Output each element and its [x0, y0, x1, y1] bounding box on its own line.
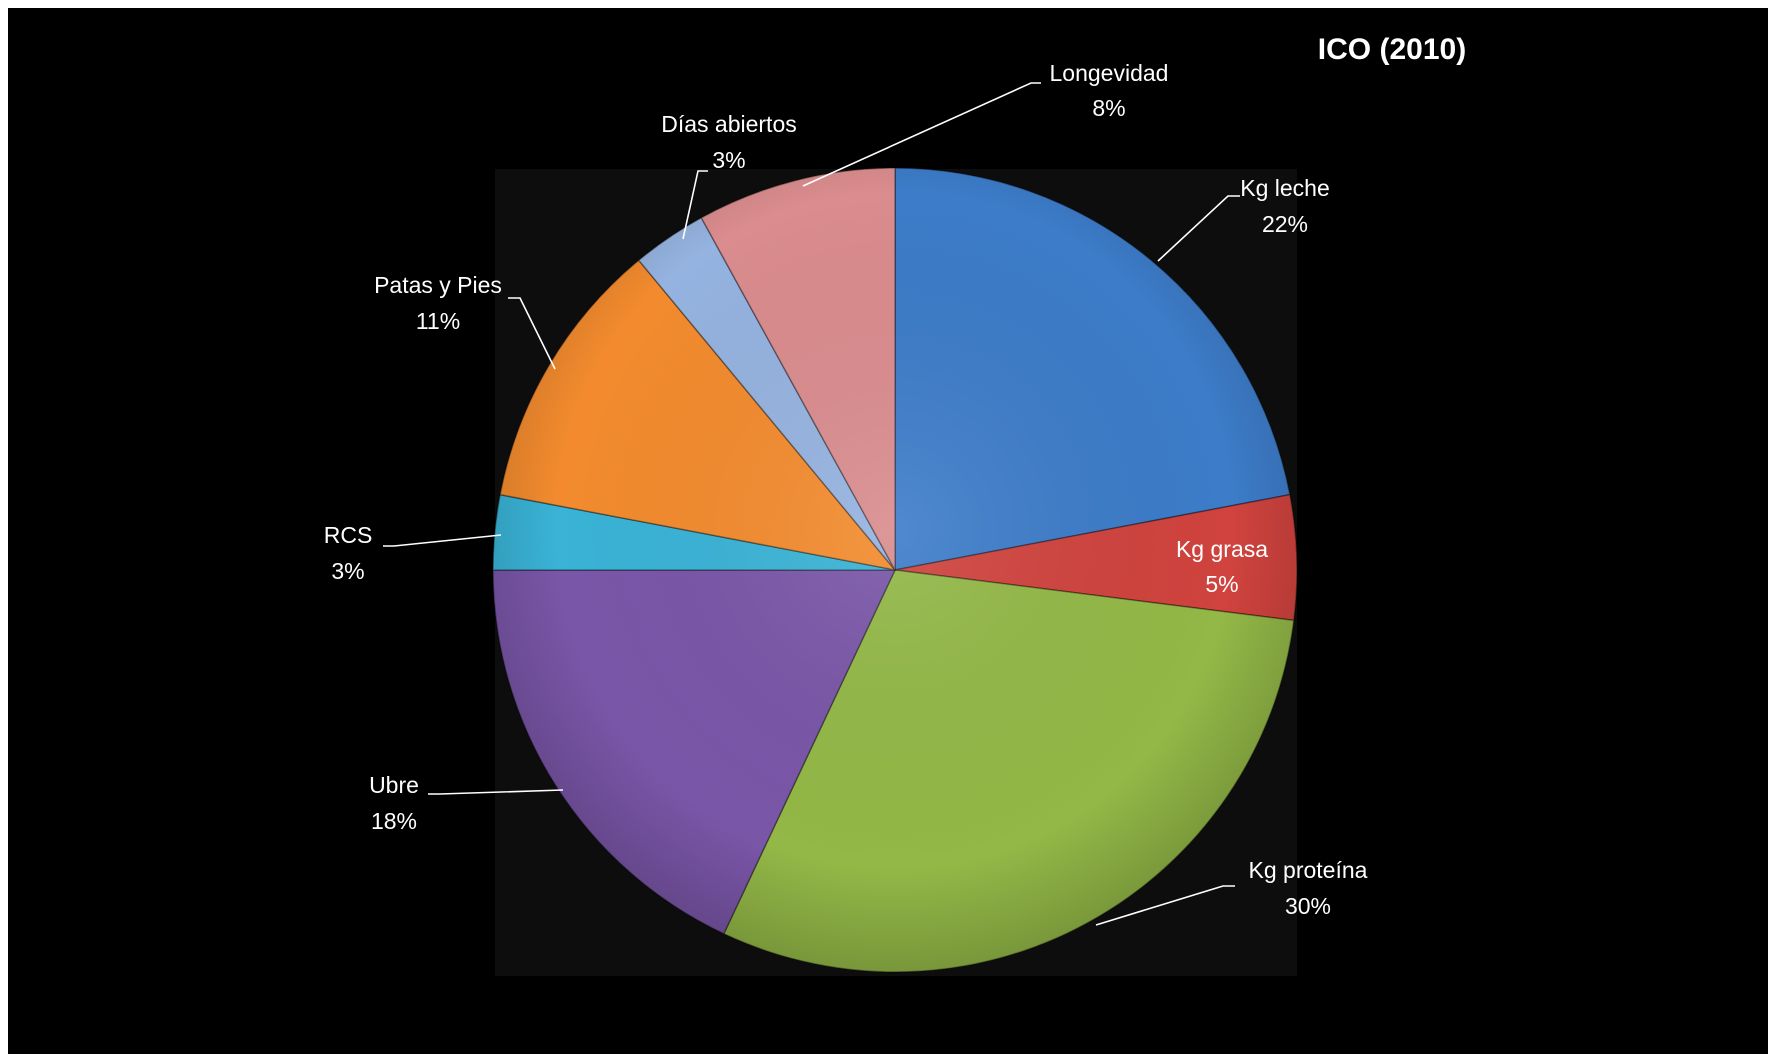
leader-line-2: [1095, 885, 1235, 926]
slice-label: RCS: [324, 522, 373, 548]
slice-value-label: 30%: [1285, 893, 1331, 919]
chart-title: ICO (2010): [1318, 33, 1466, 66]
slice-label: Ubre: [369, 772, 419, 798]
slice-value-label: 3%: [331, 558, 364, 584]
leader-line-6: [682, 170, 708, 240]
slice-label: Días abiertos: [661, 111, 797, 137]
leader-line-0: [1157, 195, 1240, 262]
slice-value-label: 11%: [416, 308, 460, 334]
leader-line-3: [428, 789, 564, 795]
pie-slices: [492, 167, 1298, 973]
slice-label: Kg leche: [1240, 175, 1330, 201]
pie-chart: Kg leche 22% Kg grasa 5% Kg proteína 30% Ubre 1…: [324, 33, 1466, 976]
slice-label: Longevidad: [1050, 60, 1169, 86]
slice-value-label: 22%: [1262, 211, 1308, 237]
slice-label: Patas y Pies: [374, 272, 502, 298]
leader-line-5: [508, 297, 556, 370]
label-leaders: [383, 82, 1240, 926]
slice-value-label: 8%: [1092, 95, 1125, 121]
slice-labels: Kg leche 22% Kg grasa 5% Kg proteína 30% Ubre 1…: [324, 60, 1368, 919]
chart-frame: Kg leche 22% Kg grasa 5% Kg proteína 30% Ubre 1…: [8, 8, 1768, 1054]
slice-label: Kg grasa: [1176, 536, 1268, 562]
leader-line-4: [383, 534, 502, 547]
slice-value-label: 18%: [371, 808, 417, 834]
slice-value-label: 3%: [712, 147, 745, 173]
slice-label: Kg proteína: [1249, 857, 1368, 883]
leader-line-7: [802, 82, 1041, 187]
slice-value-label: 5%: [1205, 571, 1238, 597]
